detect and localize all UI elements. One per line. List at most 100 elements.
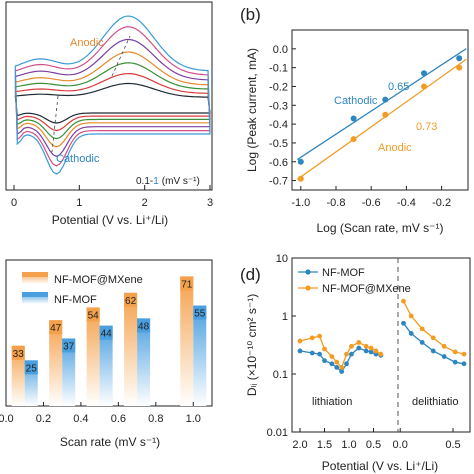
- x-tick-label: 0.2: [36, 413, 51, 425]
- cv-curve: [14, 26, 211, 167]
- bar-cap: [11, 345, 25, 360]
- bar: [180, 276, 194, 406]
- data-point: [408, 331, 414, 336]
- legend-marker: [305, 269, 311, 275]
- cathodic-series-label: Cathodic: [334, 95, 378, 107]
- legend-swatch-top: [22, 292, 48, 297]
- data-point: [401, 320, 406, 326]
- y-tick-label: 0.01: [267, 427, 288, 439]
- data-point: [334, 364, 340, 370]
- series-line: [402, 322, 465, 365]
- panel-c-legend: NF-MOF@MXene NF-MOF: [22, 272, 143, 306]
- x-tick-label: -0.4: [397, 197, 416, 209]
- cv-curve: [14, 72, 211, 132]
- anodic-slope-label: 0.73: [416, 121, 437, 133]
- legend-label: NF-MOF: [54, 294, 97, 306]
- data-point: [456, 64, 463, 71]
- x-tick-label: 0.8: [148, 413, 163, 425]
- panel-d-xlabel: Potential (V vs. Li⁺/Li): [322, 459, 438, 473]
- bar: [99, 325, 113, 406]
- cv-curves: [14, 15, 211, 175]
- bar-value-label: 44: [101, 329, 113, 340]
- legend-marker: [305, 285, 311, 291]
- data-point: [430, 348, 436, 354]
- data-point: [461, 351, 467, 357]
- data-point: [373, 348, 379, 354]
- data-point: [350, 136, 357, 143]
- data-point: [401, 298, 406, 304]
- x-tick-label: 2: [142, 197, 148, 209]
- bar: [193, 305, 207, 406]
- data-point: [350, 115, 357, 122]
- data-point: [297, 158, 304, 165]
- bar-cap: [24, 360, 38, 375]
- x-tick-label: 1.0: [341, 439, 356, 451]
- panel-d-series: [297, 298, 467, 374]
- y-tick-label: -0.1: [269, 63, 288, 75]
- panel-b-frame: [291, 29, 469, 191]
- data-point: [349, 343, 354, 349]
- data-point: [339, 369, 345, 374]
- data-point: [322, 358, 327, 364]
- data-point: [382, 111, 389, 118]
- bar-cap: [137, 318, 151, 333]
- x-tick-label: 0.4: [73, 413, 88, 425]
- fit-line: [296, 48, 467, 161]
- data-point: [368, 345, 374, 351]
- data-point: [382, 96, 389, 103]
- bar-value-label: 55: [194, 309, 206, 320]
- data-point: [452, 359, 458, 365]
- panel-b-series: [296, 48, 467, 182]
- bar-value-label: 25: [26, 363, 38, 374]
- data-point: [329, 354, 335, 359]
- bar-value-label: 54: [88, 310, 100, 321]
- data-point: [363, 348, 369, 354]
- data-point: [421, 70, 427, 77]
- bar-cap: [193, 305, 207, 320]
- data-point: [309, 350, 315, 356]
- x-tick-label: 0.6: [111, 413, 126, 425]
- x-tick-label: 2.0: [292, 439, 307, 451]
- bar: [49, 320, 63, 406]
- panel-c-xlabel: Scan rate (mV s⁻¹): [60, 435, 160, 449]
- bar-cap: [180, 276, 194, 291]
- cv-curve: [14, 51, 211, 148]
- bar: [62, 338, 76, 406]
- legend-label: NF-MOF@MXene: [54, 274, 143, 286]
- y-tick-label: -0.3: [269, 100, 288, 112]
- bar-cap: [99, 325, 113, 340]
- panel-d-legend: NF-MOF NF-MOF@MXene: [298, 267, 411, 295]
- data-point: [309, 335, 315, 341]
- cathodic-peak-guide: [51, 95, 59, 153]
- data-point: [317, 333, 322, 339]
- bar-value-label: 48: [138, 321, 150, 332]
- x-tick-label: 0.5: [445, 439, 460, 451]
- scan-range-low: 0.1-: [136, 176, 153, 187]
- x-tick-label: 0.5: [366, 439, 381, 451]
- x-tick-label: -0.6: [362, 197, 381, 209]
- y-tick-label: 0.1: [273, 369, 288, 381]
- data-point: [452, 349, 458, 355]
- scan-range-label: 0.1-1 (mV s⁻¹): [136, 176, 200, 187]
- scan-range-high: 1: [153, 176, 159, 187]
- x-tick-label: 3: [207, 197, 213, 209]
- data-point: [344, 361, 349, 367]
- bar-cap: [62, 338, 76, 353]
- bar: [137, 318, 151, 406]
- delithiation-label: delithiatio: [412, 396, 458, 408]
- bar-cap: [124, 292, 138, 307]
- y-tick-label: -0.6: [269, 157, 288, 169]
- anodic-peak-guide: [111, 35, 131, 77]
- cathodic-label: Cathodic: [56, 153, 100, 165]
- x-tick-label: -0.2: [432, 197, 451, 209]
- bar-cap: [86, 307, 100, 322]
- y-tick-label: -0.7: [269, 176, 288, 188]
- x-tick-label: -0.8: [327, 197, 346, 209]
- data-point: [356, 345, 362, 351]
- panel-a-xlabel: Potential (V vs. Li⁺/Li): [52, 213, 168, 227]
- panel-c-xticks: 0.0 0.2 0.4 0.6 0.8 1.0: [0, 402, 201, 425]
- x-tick-label: 1.0: [186, 413, 201, 425]
